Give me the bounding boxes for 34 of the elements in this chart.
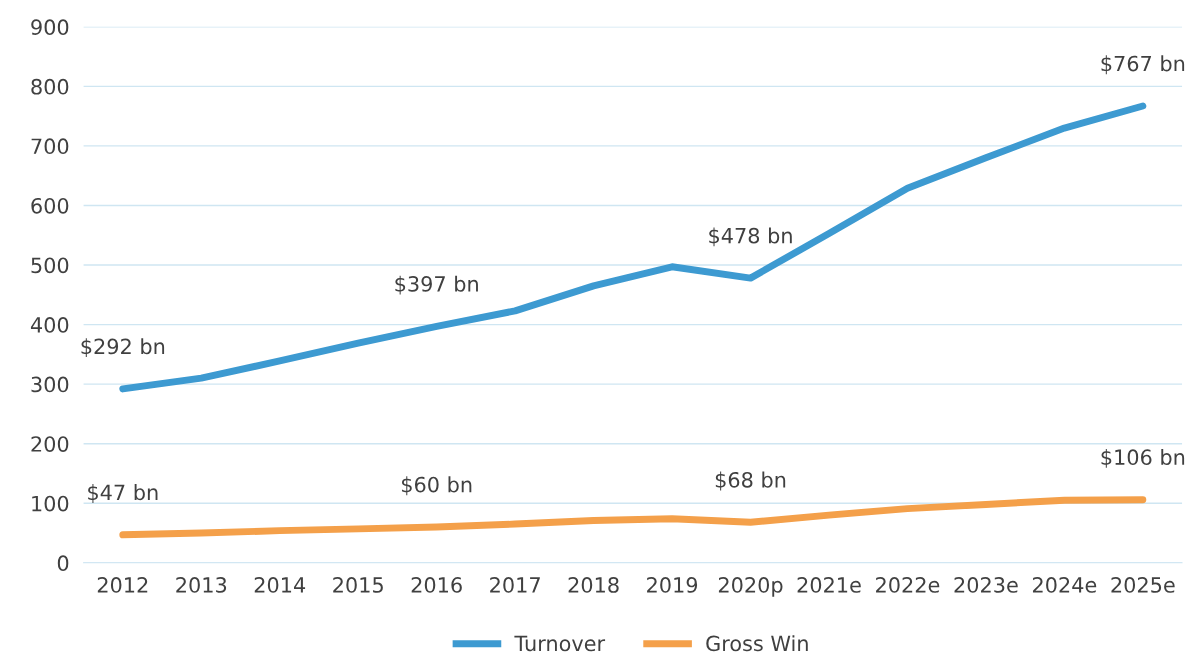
y-tick-label: 100 xyxy=(32,495,69,512)
x-tick-label: 2016 xyxy=(411,577,462,593)
data-label: $397 bn xyxy=(395,275,478,295)
x-tick-label: 2025e xyxy=(1111,577,1175,593)
x-tick-label: 2014 xyxy=(254,577,306,593)
data-label: $47 bn xyxy=(88,484,158,503)
data-label: $292 bn xyxy=(81,338,165,358)
legend-label: Turnover xyxy=(514,635,606,652)
x-tick-label: 2019 xyxy=(647,577,698,593)
y-tick-label: 300 xyxy=(31,376,69,393)
y-tick-label: 400 xyxy=(30,317,69,333)
x-tick-label: 2017 xyxy=(490,577,540,593)
x-tick-label: 2015 xyxy=(333,577,383,593)
y-tick-label: 900 xyxy=(31,19,69,36)
data-label: $106 bn xyxy=(1101,448,1185,468)
x-tick-label: 2021e xyxy=(797,577,861,593)
legend-label: Gross Win xyxy=(706,635,808,652)
data-label: $68 bn xyxy=(715,471,786,491)
y-tick-label: 0 xyxy=(57,555,69,572)
y-tick-label: 600 xyxy=(31,197,69,214)
data-label: $478 bn xyxy=(709,227,792,247)
data-label: $767 bn xyxy=(1101,55,1185,75)
x-tick-label: 2012 xyxy=(97,577,148,593)
x-tick-label: 2020p xyxy=(718,577,783,597)
x-tick-label: 2022e xyxy=(876,577,940,593)
y-tick-label: 500 xyxy=(31,257,69,274)
x-tick-label: 2023e xyxy=(954,577,1018,593)
y-tick-label: 700 xyxy=(31,138,69,155)
x-tick-label: 2024e xyxy=(1032,577,1097,593)
y-tick-label: 800 xyxy=(31,78,69,95)
x-tick-label: 2013 xyxy=(176,577,227,593)
data-label: $60 bn xyxy=(401,476,472,496)
x-tick-label: 2018 xyxy=(568,577,619,593)
y-tick-label: 200 xyxy=(31,436,69,452)
